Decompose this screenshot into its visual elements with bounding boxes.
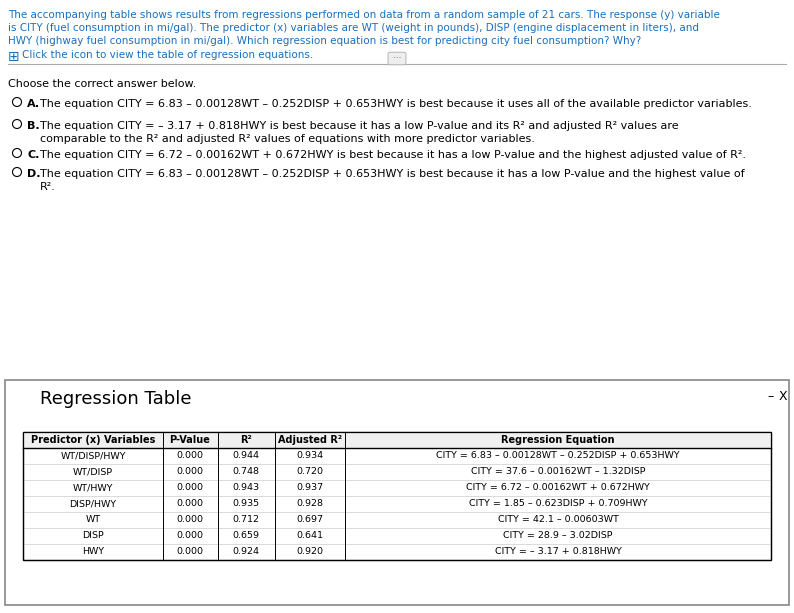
Text: The equation CITY = – 3.17 + 0.818HWY is best because it has a low P-value and i: The equation CITY = – 3.17 + 0.818HWY is… — [40, 121, 679, 131]
Text: 0.000: 0.000 — [176, 516, 203, 525]
Text: WT: WT — [86, 516, 101, 525]
Text: 0.934: 0.934 — [296, 452, 324, 460]
Text: 0.000: 0.000 — [176, 547, 203, 557]
Text: 0.943: 0.943 — [233, 484, 260, 492]
Text: R²: R² — [240, 435, 252, 445]
Text: CITY = 6.83 – 0.00128WT – 0.252DISP + 0.653HWY: CITY = 6.83 – 0.00128WT – 0.252DISP + 0.… — [436, 452, 680, 460]
Text: 0.920: 0.920 — [296, 547, 323, 557]
Text: Adjusted R²: Adjusted R² — [278, 435, 342, 445]
Text: –: – — [767, 390, 773, 403]
Text: ⊞: ⊞ — [8, 50, 20, 64]
Text: HWY (highway fuel consumption in mi/gal). Which regression equation is best for : HWY (highway fuel consumption in mi/gal)… — [8, 36, 642, 46]
Text: The equation CITY = 6.83 – 0.00128WT – 0.252DISP + 0.653HWY is best because it u: The equation CITY = 6.83 – 0.00128WT – 0… — [40, 99, 752, 109]
Text: 0.000: 0.000 — [176, 500, 203, 509]
Text: R².: R². — [40, 182, 56, 192]
Text: C.: C. — [27, 150, 40, 160]
Text: Regression Table: Regression Table — [40, 390, 191, 408]
FancyBboxPatch shape — [23, 432, 771, 560]
Text: CITY = – 3.17 + 0.818HWY: CITY = – 3.17 + 0.818HWY — [495, 547, 622, 557]
Text: The equation CITY = 6.83 – 0.00128WT – 0.252DISP + 0.653HWY is best because it h: The equation CITY = 6.83 – 0.00128WT – 0… — [40, 169, 745, 179]
Text: 0.924: 0.924 — [233, 547, 260, 557]
Text: CITY = 1.85 – 0.623DISP + 0.709HWY: CITY = 1.85 – 0.623DISP + 0.709HWY — [468, 500, 647, 509]
Text: CITY = 37.6 – 0.00162WT – 1.32DISP: CITY = 37.6 – 0.00162WT – 1.32DISP — [471, 468, 646, 476]
Text: 0.928: 0.928 — [296, 500, 323, 509]
Text: 0.937: 0.937 — [296, 484, 324, 492]
FancyBboxPatch shape — [23, 432, 771, 448]
Text: WT/HWY: WT/HWY — [73, 484, 114, 492]
Text: is CITY (fuel consumption in mi/gal). The predictor (x) variables are WT (weight: is CITY (fuel consumption in mi/gal). Th… — [8, 23, 699, 33]
Text: X: X — [779, 390, 788, 403]
Text: B.: B. — [27, 121, 40, 131]
Text: 0.935: 0.935 — [233, 500, 260, 509]
Text: Click the icon to view the table of regression equations.: Click the icon to view the table of regr… — [22, 50, 314, 60]
Text: DISP/HWY: DISP/HWY — [69, 500, 117, 509]
FancyBboxPatch shape — [6, 381, 788, 604]
Text: DISP: DISP — [82, 531, 104, 541]
Text: The accompanying table shows results from regressions performed on data from a r: The accompanying table shows results fro… — [8, 10, 720, 20]
Text: 0.000: 0.000 — [176, 468, 203, 476]
Text: 0.944: 0.944 — [233, 452, 260, 460]
Text: P-Value: P-Value — [170, 435, 210, 445]
Text: CITY = 28.9 – 3.02DISP: CITY = 28.9 – 3.02DISP — [503, 531, 613, 541]
Text: Predictor (x) Variables: Predictor (x) Variables — [31, 435, 155, 445]
Text: CITY = 6.72 – 0.00162WT + 0.672HWY: CITY = 6.72 – 0.00162WT + 0.672HWY — [466, 484, 650, 492]
Text: 0.697: 0.697 — [296, 516, 323, 525]
Text: 0.000: 0.000 — [176, 452, 203, 460]
Text: 0.000: 0.000 — [176, 531, 203, 541]
Text: The equation CITY = 6.72 – 0.00162WT + 0.672HWY is best because it has a low P-v: The equation CITY = 6.72 – 0.00162WT + 0… — [40, 150, 746, 160]
FancyBboxPatch shape — [5, 380, 789, 605]
Text: A.: A. — [27, 99, 40, 109]
Text: D.: D. — [27, 169, 40, 179]
Text: CITY = 42.1 – 0.00603WT: CITY = 42.1 – 0.00603WT — [498, 516, 619, 525]
Text: 0.720: 0.720 — [296, 468, 323, 476]
Text: 0.748: 0.748 — [233, 468, 260, 476]
Text: 0.000: 0.000 — [176, 484, 203, 492]
Text: WT/DISP/HWY: WT/DISP/HWY — [60, 452, 125, 460]
Text: 0.712: 0.712 — [233, 516, 260, 525]
Text: Regression Equation: Regression Equation — [501, 435, 615, 445]
Text: comparable to the R² and adjusted R² values of equations with more predictor var: comparable to the R² and adjusted R² val… — [40, 134, 535, 144]
Text: ···: ··· — [390, 54, 404, 63]
Text: WT/DISP: WT/DISP — [73, 468, 113, 476]
Text: Choose the correct answer below.: Choose the correct answer below. — [8, 79, 196, 89]
Text: 0.641: 0.641 — [296, 531, 323, 541]
Text: 0.659: 0.659 — [233, 531, 260, 541]
Text: HWY: HWY — [82, 547, 104, 557]
